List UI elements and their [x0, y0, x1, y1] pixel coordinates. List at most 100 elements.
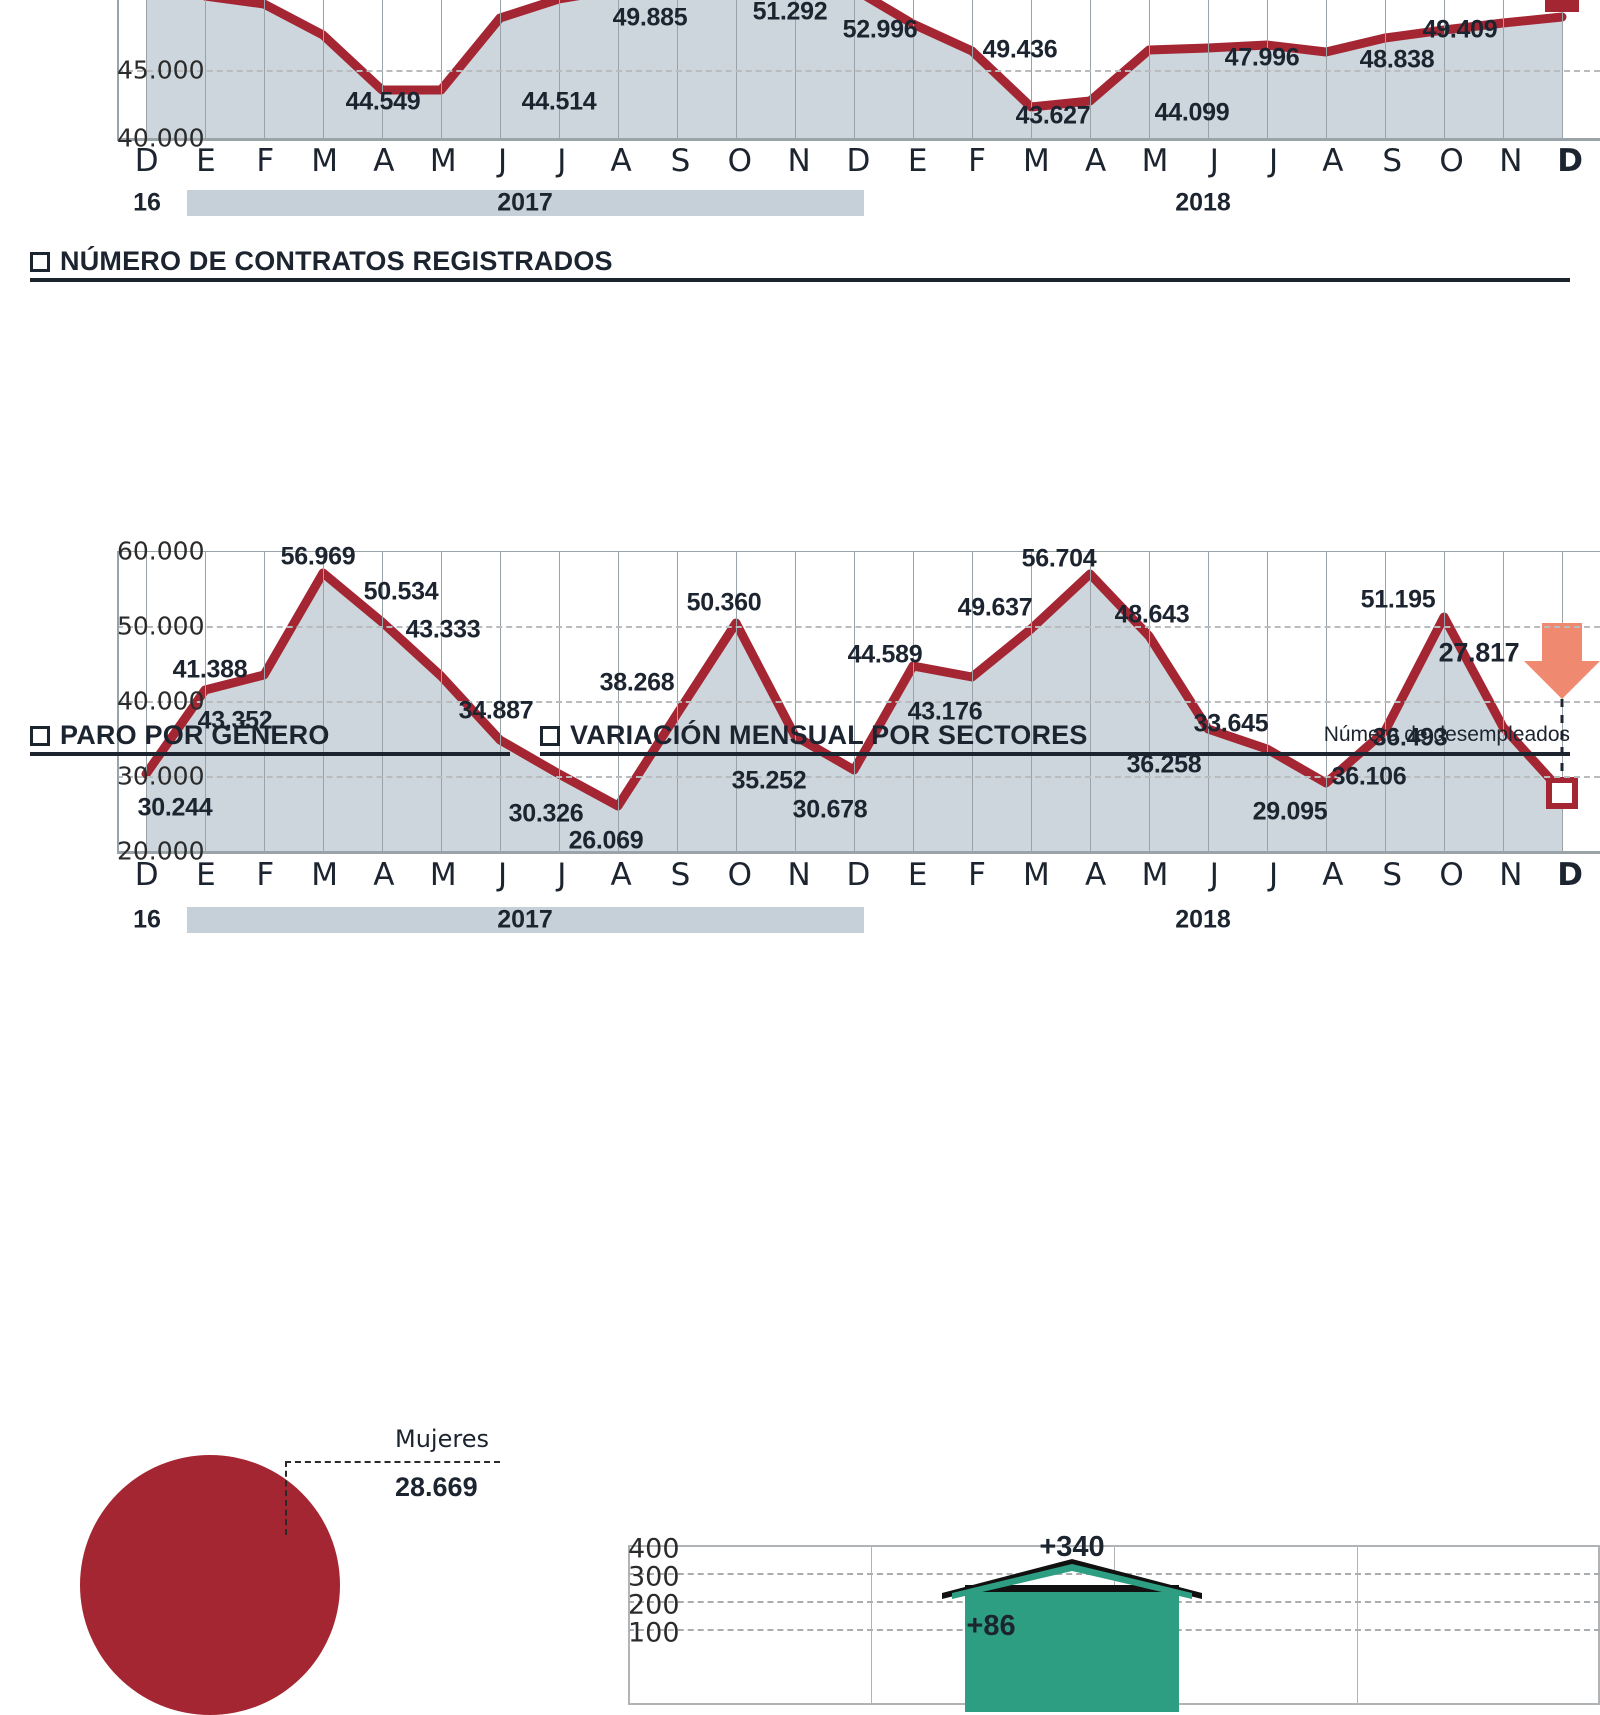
contratos-highlight-arrow-icon — [1524, 623, 1600, 809]
contratos-axis-y — [117, 551, 119, 853]
paro-label-49436: 49.436 — [982, 35, 1058, 64]
contratos-label-4: 50.534 — [363, 577, 439, 606]
contratos-label-17: 48.643 — [1114, 600, 1190, 629]
chart-paro-por-genero: Mujeres 28.669 — [0, 1415, 520, 1715]
contratos-month: M — [311, 857, 338, 893]
paro-month: A — [610, 143, 632, 179]
contratos-month: J — [1209, 857, 1219, 893]
sectores-bar-340-roof-icon — [942, 1559, 1202, 1599]
contratos-topline — [117, 551, 1600, 552]
sectores-vline — [1357, 1545, 1358, 1705]
sectores-bar-label-340: +340 — [1039, 1531, 1105, 1563]
contratos-label-14: 43.176 — [907, 697, 983, 726]
contratos-month: A — [610, 857, 632, 893]
contratos-label-23: 36.493 — [1372, 723, 1448, 752]
contratos-month: S — [1382, 857, 1403, 893]
paro-month: J — [1269, 143, 1279, 179]
contratos-month: E — [196, 857, 216, 893]
chart-variacion-sectores: 400 300 200 100 +86 +340 — [540, 1531, 1600, 1712]
contratos-month: A — [1322, 857, 1344, 893]
contratos-axis — [117, 851, 1600, 854]
paro-label-44099: 44.099 — [1154, 98, 1230, 127]
contratos-label-15: 49.637 — [957, 593, 1033, 622]
contratos-month: A — [373, 857, 395, 893]
contratos-gridline-40000 — [117, 701, 1600, 703]
paro-month: M — [429, 143, 457, 179]
section-genero: PARO POR GÉNERO — [30, 722, 510, 756]
paro-label-44549: 44.549 — [345, 87, 421, 116]
bullet-square-icon — [30, 725, 50, 746]
contratos-month: F — [968, 857, 986, 893]
paro-label-49885: 49.885 — [612, 3, 688, 32]
contratos-label-16: 56.704 — [1021, 544, 1097, 573]
contratos-label-8: 26.069 — [568, 826, 644, 855]
paro-label-48838: 48.838 — [1359, 45, 1435, 74]
contratos-label-22: 51.195 — [1360, 585, 1436, 614]
contratos-label-5: 43.333 — [405, 615, 481, 644]
contratos-year-2017: 2017 — [497, 905, 553, 934]
paro-month: N — [787, 143, 811, 179]
genero-legend-value: 28.669 — [395, 1472, 478, 1502]
contratos-month: O — [727, 857, 752, 893]
contratos-gridline-30000 — [117, 776, 1600, 778]
paro-month: E — [196, 143, 216, 179]
paro-axis-y — [117, 0, 119, 140]
contratos-highlight-label: 27.817 — [1438, 637, 1520, 668]
paro-month: F — [256, 143, 275, 179]
genero-leader-vertical — [285, 1461, 287, 1535]
paro-year-band-2017 — [187, 190, 864, 216]
paro-month: M — [1022, 143, 1050, 179]
contratos-label-19: 33.645 — [1193, 709, 1269, 738]
section-contratos: NÚMERO DE CONTRATOS REGISTRADOS — [30, 248, 1570, 282]
paro-month: J — [557, 143, 567, 179]
contratos-month: D — [846, 857, 871, 893]
paro-year-2018: 2018 — [1175, 188, 1231, 217]
contratos-month-axis: D E F M A M J J A S O N D E F M A M J J … — [117, 860, 1600, 891]
paro-label-43627: 43.627 — [1015, 101, 1091, 130]
contratos-month: N — [1499, 857, 1523, 893]
paro-month: M — [311, 143, 338, 179]
contratos-month: J — [557, 857, 567, 893]
genero-legend-label: Mujeres — [395, 1425, 489, 1453]
genero-heading-title: PARO POR GÉNERO — [60, 720, 330, 750]
paro-label-47996: 47.996 — [1224, 43, 1300, 72]
contratos-label-10: 50.360 — [686, 588, 762, 617]
chart-paro-registrado: 45.000 40.000 44.549 44.514 49.885 51.29… — [0, 0, 1600, 235]
contratos-label-13: 44.589 — [847, 640, 923, 669]
sectores-bar-label-86: +86 — [966, 1610, 1016, 1642]
contratos-month: O — [1439, 857, 1464, 893]
paro-label-51292: 51.292 — [752, 0, 828, 26]
contratos-month: S — [670, 857, 691, 893]
contratos-label-2: 43.352 — [197, 706, 273, 735]
paro-month: O — [1439, 143, 1464, 179]
paro-month: D — [134, 143, 159, 179]
paro-month: E — [907, 143, 928, 179]
sectores-heading: VARIACIÓN MENSUAL POR SECTORES Número de… — [540, 722, 1570, 756]
contratos-month: M — [429, 857, 457, 893]
contratos-heading-title: NÚMERO DE CONTRATOS REGISTRADOS — [60, 246, 613, 276]
genero-leader-horizontal — [285, 1461, 500, 1463]
paro-month: A — [1085, 143, 1107, 179]
paro-year-2017: 2017 — [497, 188, 553, 217]
contratos-year-2018: 2018 — [1175, 905, 1231, 934]
paro-month: F — [968, 143, 986, 179]
paro-month-current: D — [1557, 143, 1584, 179]
contratos-label-1: 41.388 — [172, 655, 248, 684]
contratos-label-0: 30.244 — [137, 793, 213, 822]
paro-label-44514: 44.514 — [521, 87, 597, 116]
contratos-label-3: 56.969 — [280, 542, 356, 571]
contratos-gridline-50000 — [117, 626, 1600, 628]
paro-label-52996: 52.996 — [842, 15, 918, 44]
paro-month: D — [846, 143, 871, 179]
contratos-year-16: 16 — [133, 905, 161, 934]
contratos-month: E — [907, 857, 928, 893]
bullet-square-icon — [30, 251, 50, 272]
genero-heading: PARO POR GÉNERO — [30, 722, 510, 756]
paro-month: S — [670, 143, 691, 179]
contratos-month: F — [256, 857, 275, 893]
section-sectores: VARIACIÓN MENSUAL POR SECTORES Número de… — [540, 722, 1570, 756]
contratos-heading: NÚMERO DE CONTRATOS REGISTRADOS — [30, 248, 1570, 282]
paro-month: N — [1499, 143, 1523, 179]
contratos-month: J — [1269, 857, 1279, 893]
sectores-heading-title: VARIACIÓN MENSUAL POR SECTORES — [570, 720, 1088, 750]
